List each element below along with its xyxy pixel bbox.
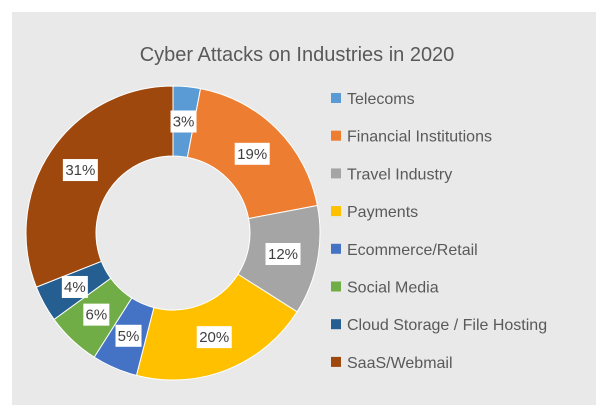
data-label-ecommerce-retail: 5% bbox=[115, 324, 142, 347]
data-label-box bbox=[265, 242, 301, 265]
legend-item-telecoms: Telecoms bbox=[331, 91, 415, 108]
data-label-cloud-storage-file-hosting: 4% bbox=[61, 275, 88, 298]
data-label-telecoms: 3% bbox=[170, 110, 197, 133]
data-label-box bbox=[170, 110, 197, 133]
legend-item-social-media: Social Media bbox=[331, 280, 439, 297]
data-labels: 3% 19% 12% 20% 5% 6% 4% 31% bbox=[61, 110, 301, 349]
legend-swatch bbox=[331, 243, 341, 254]
legend-label: Ecommerce/Retail bbox=[347, 242, 478, 259]
data-label-text: 20% bbox=[199, 329, 229, 346]
data-label-text: 5% bbox=[118, 328, 140, 345]
legend-swatch bbox=[331, 93, 341, 103]
data-label-text: 4% bbox=[64, 279, 86, 296]
data-label-text: 31% bbox=[65, 162, 95, 179]
data-label-text: 3% bbox=[173, 113, 195, 130]
legend-swatch bbox=[331, 281, 341, 292]
data-label-box bbox=[234, 142, 270, 165]
legend-item-ecommerce-retail: Ecommerce/Retail bbox=[331, 242, 478, 259]
legend-label: SaaS/Webmail bbox=[347, 355, 453, 372]
legend-item-financial-institutions: Financial Institutions bbox=[331, 129, 492, 146]
data-label-box bbox=[115, 324, 142, 347]
legend-item-payments: Payments bbox=[331, 204, 418, 221]
legend-item-saas-webmail: SaaS/Webmail bbox=[331, 355, 453, 372]
legend-swatch bbox=[331, 356, 341, 367]
data-label-payments: 20% bbox=[196, 326, 232, 349]
data-label-box bbox=[61, 275, 88, 298]
data-label-text: 19% bbox=[237, 146, 267, 163]
legend-item-travel-industry: Travel Industry bbox=[331, 166, 452, 183]
legend-label: Cloud Storage / File Hosting bbox=[347, 317, 547, 334]
legend-label: Financial Institutions bbox=[347, 129, 492, 146]
data-label-saas-webmail: 31% bbox=[62, 159, 98, 182]
legend-item-cloud-storage-file-hosting: Cloud Storage / File Hosting bbox=[331, 317, 547, 334]
data-label-financial-institutions: 19% bbox=[234, 142, 270, 165]
legend-swatch bbox=[331, 168, 341, 179]
legend-swatch bbox=[331, 319, 341, 330]
legend-swatch bbox=[331, 130, 341, 141]
data-label-travel-industry: 12% bbox=[265, 242, 301, 265]
data-label-text: 6% bbox=[85, 307, 107, 324]
data-label-social-media: 6% bbox=[83, 303, 110, 326]
legend-label: Telecoms bbox=[347, 91, 415, 108]
legend-swatch bbox=[331, 206, 341, 217]
data-label-box bbox=[196, 326, 232, 349]
chart-title: Cyber Attacks on Industries in 2020 bbox=[140, 44, 455, 66]
legend: Telecoms Financial Institutions Travel Ind… bbox=[331, 91, 547, 372]
legend-label: Payments bbox=[347, 204, 418, 221]
data-label-box bbox=[62, 159, 98, 182]
data-label-box bbox=[83, 303, 110, 326]
legend-label: Social Media bbox=[347, 280, 439, 297]
slice-saas-webmail bbox=[25, 85, 174, 288]
data-label-text: 12% bbox=[268, 246, 298, 263]
legend-label: Travel Industry bbox=[347, 166, 452, 183]
